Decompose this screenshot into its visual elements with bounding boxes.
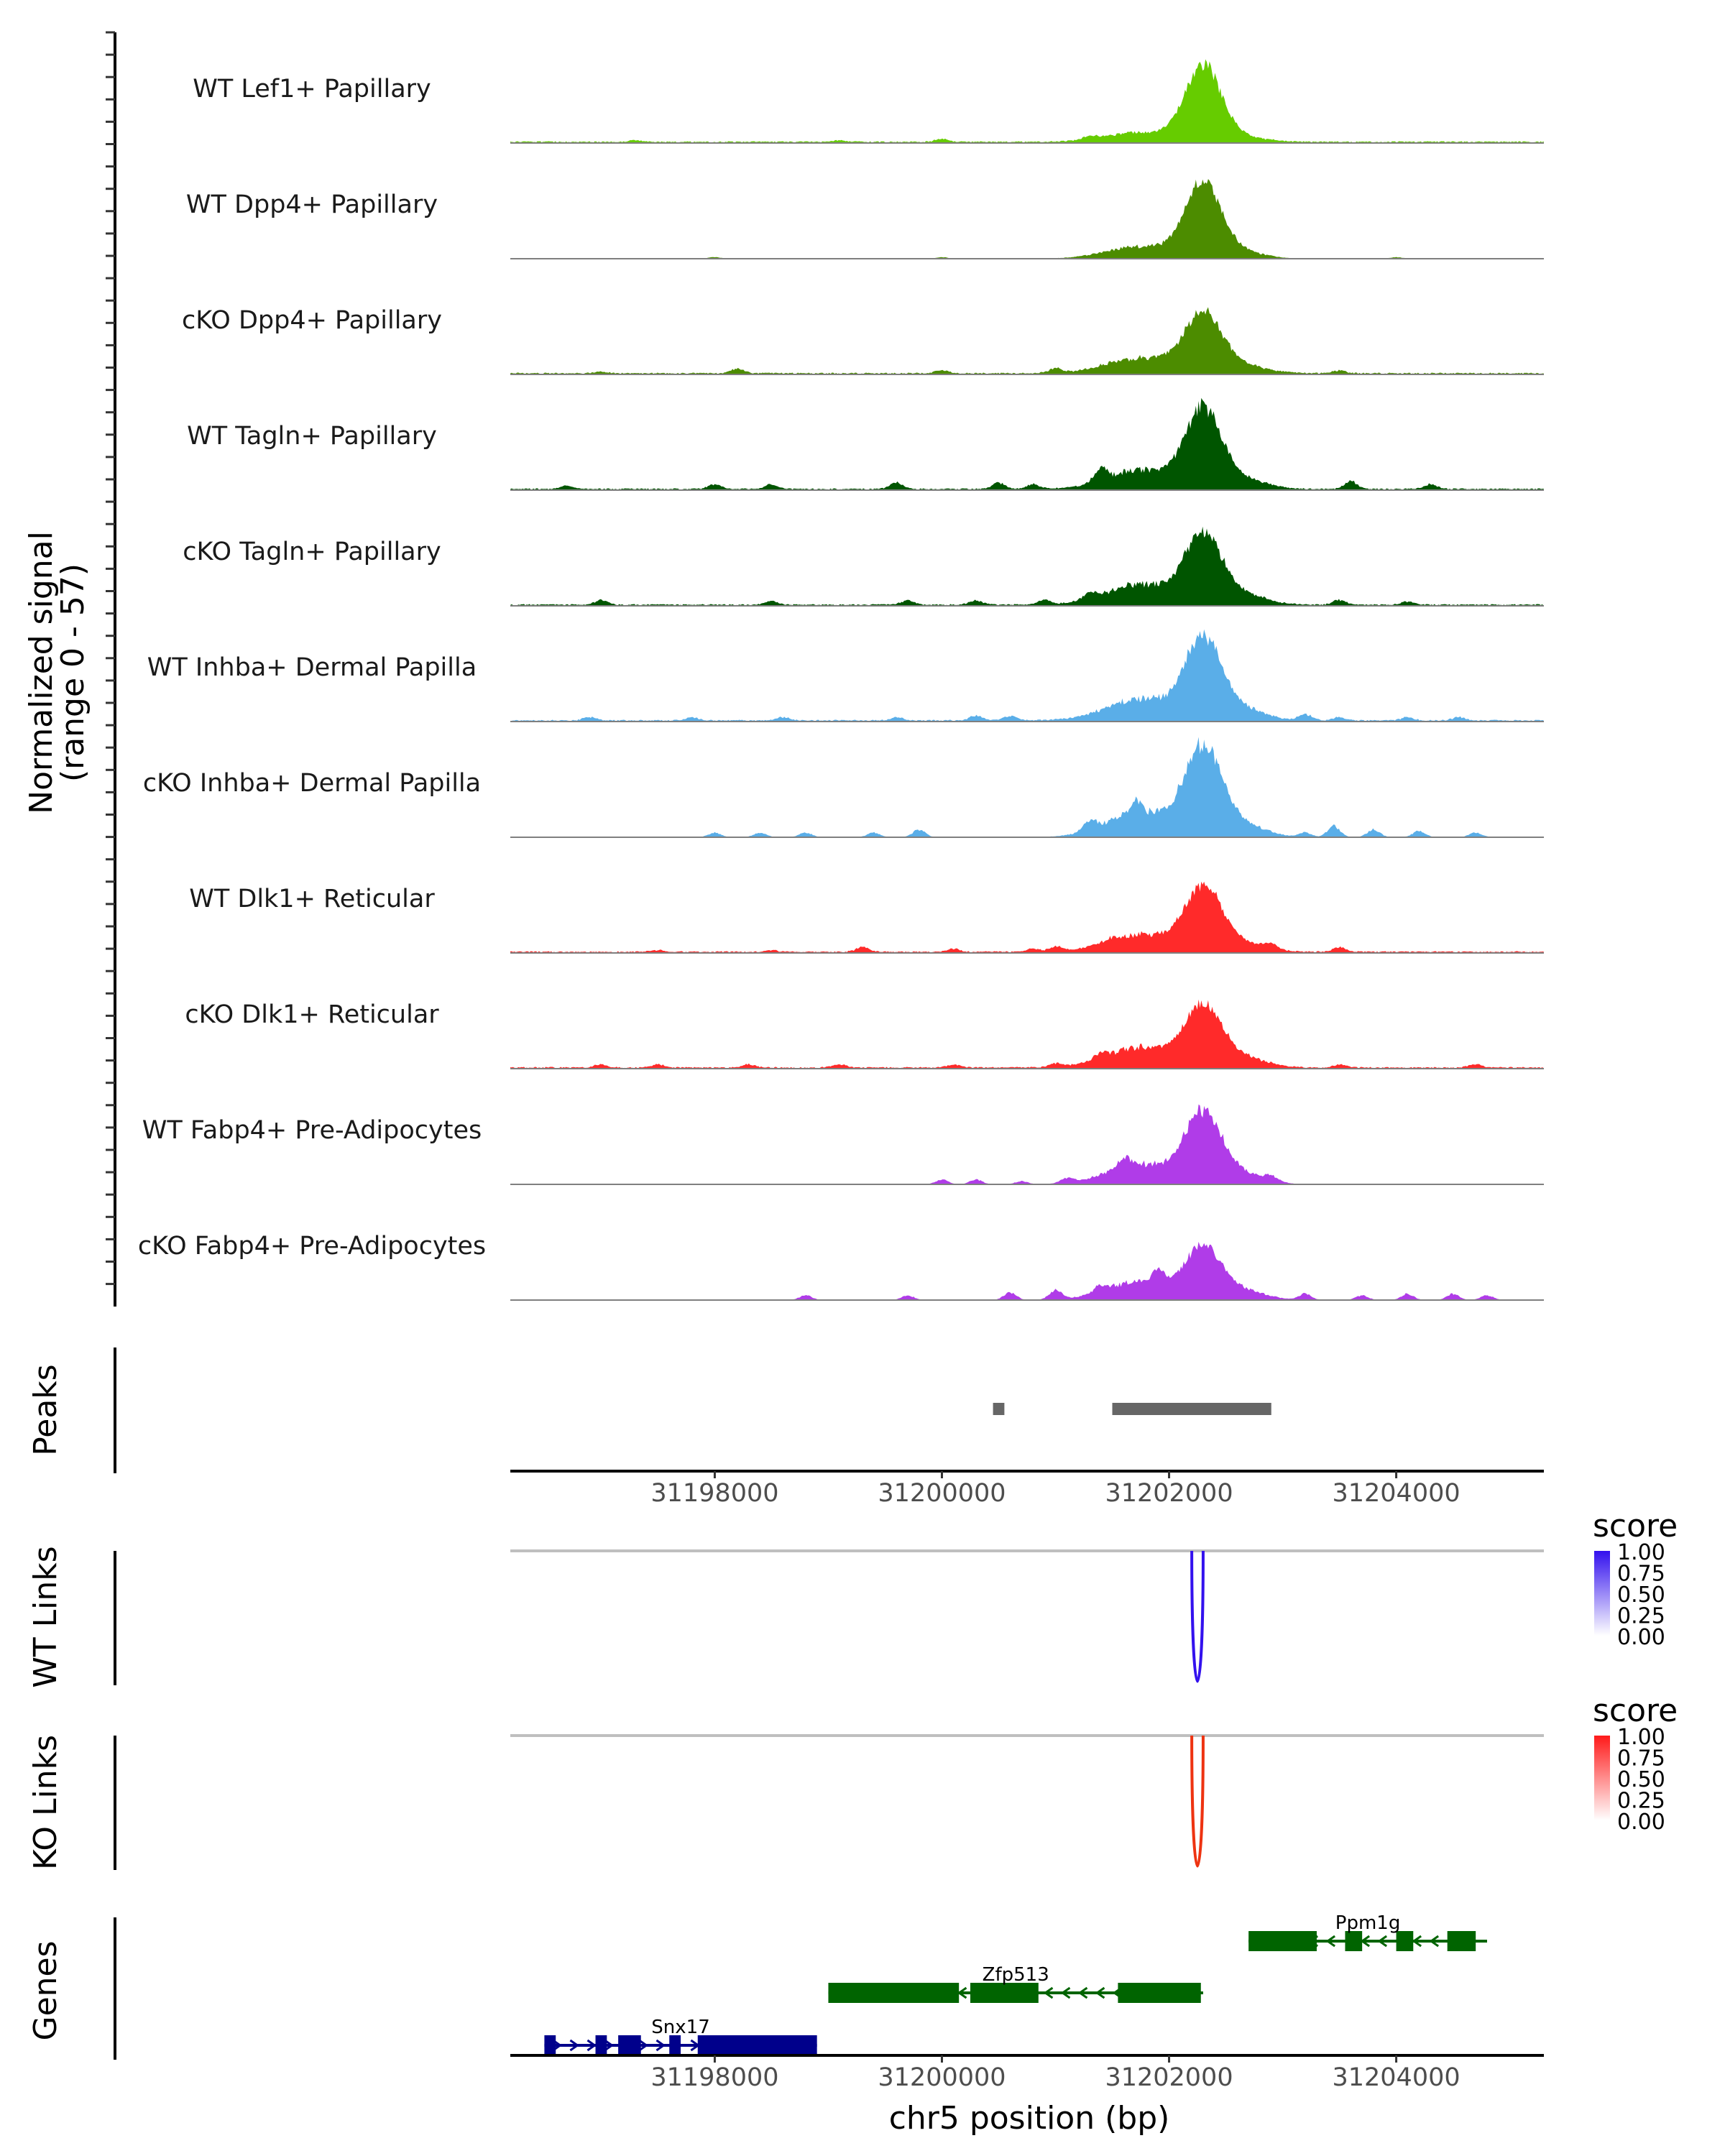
gene-strand-arrow <box>1095 1986 1105 1999</box>
legend-label: 0.25 <box>1617 1604 1665 1629</box>
coverage-ylabel-range: (range 0 - 57) <box>55 563 91 782</box>
link-arc <box>1190 1550 1205 1683</box>
gene-exon <box>1248 1931 1317 1951</box>
coverage-tracks: WT Lef1+ Papillary WT Dpp4+ Papillary cKO … <box>138 59 1544 1301</box>
legend-label: 0.75 <box>1617 1746 1665 1772</box>
gene-strand-arrow <box>586 2039 597 2052</box>
x-axis-middle: 31198000 31200000 31202000 31204000 <box>510 1470 1544 1508</box>
x-axis-middle-tick-label: 31200000 <box>878 1479 1006 1508</box>
coverage-track-label: WT Inhba+ Dermal Papilla <box>147 653 477 682</box>
legend-label: 1.00 <box>1617 1540 1665 1565</box>
coverage-track-label: cKO Tagln+ Papillary <box>183 538 441 566</box>
gene-strand-arrow <box>1377 1935 1388 1948</box>
coverage-area <box>510 737 1544 837</box>
x-axis-bottom-tick-label: 31198000 <box>650 2063 778 2092</box>
gene-strand-arrow <box>656 2039 666 2052</box>
gene-name-label: Ppm1g <box>1335 1912 1401 1934</box>
x-axis-title: chr5 position (bp) <box>889 2100 1170 2137</box>
gene-exon <box>618 2035 641 2055</box>
legend-label: 0.75 <box>1617 1562 1665 1587</box>
coverage-ylabel: Normalized signal <box>23 531 60 814</box>
coverage-area <box>510 629 1544 722</box>
legend-label: 0.50 <box>1617 1767 1665 1792</box>
peak-region <box>993 1403 1005 1415</box>
links-track-label: KO Links <box>27 1735 64 1870</box>
coverage-area <box>510 881 1544 953</box>
x-axis-bottom-tick-label: 31202000 <box>1105 2063 1233 2092</box>
genes-layer: Ppm1g Zfp513 Snx17 <box>544 1912 1487 2055</box>
coverage-track-label: cKO Dpp4+ Papillary <box>182 306 442 335</box>
link-arc <box>1190 1735 1205 1868</box>
gene-strand-arrow <box>569 2039 580 2052</box>
coverage-area <box>510 999 1544 1069</box>
legend-label: 0.00 <box>1617 1625 1665 1650</box>
coverage-track-label: cKO Inhba+ Dermal Papilla <box>143 769 481 798</box>
coverage-track-label: WT Tagln+ Papillary <box>187 422 437 451</box>
gene-strand-arrow <box>1429 1935 1440 1948</box>
x-axis-middle-tick-label: 31202000 <box>1105 1479 1233 1508</box>
coverage-y-ticks <box>106 31 115 1286</box>
x-axis-bottom: 31198000 31200000 31202000 31204000 <box>510 2054 1544 2092</box>
coverage-area <box>510 526 1544 606</box>
coverage-area <box>510 1104 1544 1184</box>
gene-exon <box>595 2035 607 2055</box>
gene-strand-arrow <box>1043 1986 1054 1999</box>
gene-strand-arrow <box>1077 1986 1088 1999</box>
gene-exon <box>1345 1931 1363 1951</box>
gene-strand-arrow <box>638 2039 649 2052</box>
legend-title: score <box>1593 1508 1678 1544</box>
coverage-track-label: WT Lef1+ Papillary <box>193 75 431 103</box>
legend-label: 0.50 <box>1617 1583 1665 1608</box>
x-axis-middle-tick-label: 31198000 <box>650 1479 778 1508</box>
x-axis-middle-tick-label: 31204000 <box>1332 1479 1460 1508</box>
gene-name-label: Zfp513 <box>983 1964 1049 1986</box>
coverage-track-label: WT Fabp4+ Pre-Adipocytes <box>142 1116 482 1145</box>
gene-exon <box>1118 1983 1201 2003</box>
links-track-label: WT Links <box>27 1546 64 1687</box>
coverage-area <box>510 307 1544 374</box>
gene-strand-arrow <box>1412 1935 1422 1948</box>
x-axis-bottom-tick-label: 31200000 <box>878 2063 1006 2092</box>
legend-label: 1.00 <box>1617 1725 1665 1750</box>
peaks-track-label: Peaks <box>27 1364 64 1455</box>
coverage-track-label: cKO Fabp4+ Pre-Adipocytes <box>138 1232 486 1261</box>
gene-strand-arrow <box>1325 1935 1336 1948</box>
coverage-area <box>510 59 1544 143</box>
legend-label: 0.25 <box>1617 1789 1665 1814</box>
gene-exon <box>669 2035 681 2055</box>
peaks-layer <box>993 1403 1271 1415</box>
gene-exon <box>544 2035 556 2055</box>
coverage-y-axis-title: Normalized signal (range 0 - 57) <box>23 531 91 814</box>
x-axis-bottom-tick-label: 31204000 <box>1332 2063 1460 2092</box>
coverage-track-label: WT Dpp4+ Papillary <box>186 190 438 219</box>
gene-exon <box>828 1983 960 2003</box>
gene-exon <box>1447 1931 1476 1951</box>
legend-title: score <box>1593 1692 1678 1729</box>
legend-label: 0.00 <box>1617 1810 1665 1835</box>
legend-colorbar <box>1594 1551 1610 1636</box>
coverage-track-label: cKO Dlk1+ Reticular <box>185 1000 439 1029</box>
gene-strand-arrow <box>604 2039 615 2052</box>
gene-name-label: Snx17 <box>651 2017 709 2038</box>
genes-track-label: Genes <box>27 1940 64 2040</box>
coverage-area <box>510 179 1544 259</box>
coverage-area <box>510 1241 1544 1300</box>
gene-exon <box>697 2035 817 2055</box>
gene-strand-arrow <box>957 1986 967 1999</box>
gene-strand-arrow <box>1060 1986 1071 1999</box>
gene-exon <box>1396 1931 1414 1951</box>
coverage-track-label: WT Dlk1+ Reticular <box>189 885 435 913</box>
peak-region <box>1112 1403 1271 1415</box>
coverage-area <box>510 397 1544 490</box>
legend-colorbar <box>1594 1736 1610 1820</box>
gene-exon <box>970 1983 1039 2003</box>
